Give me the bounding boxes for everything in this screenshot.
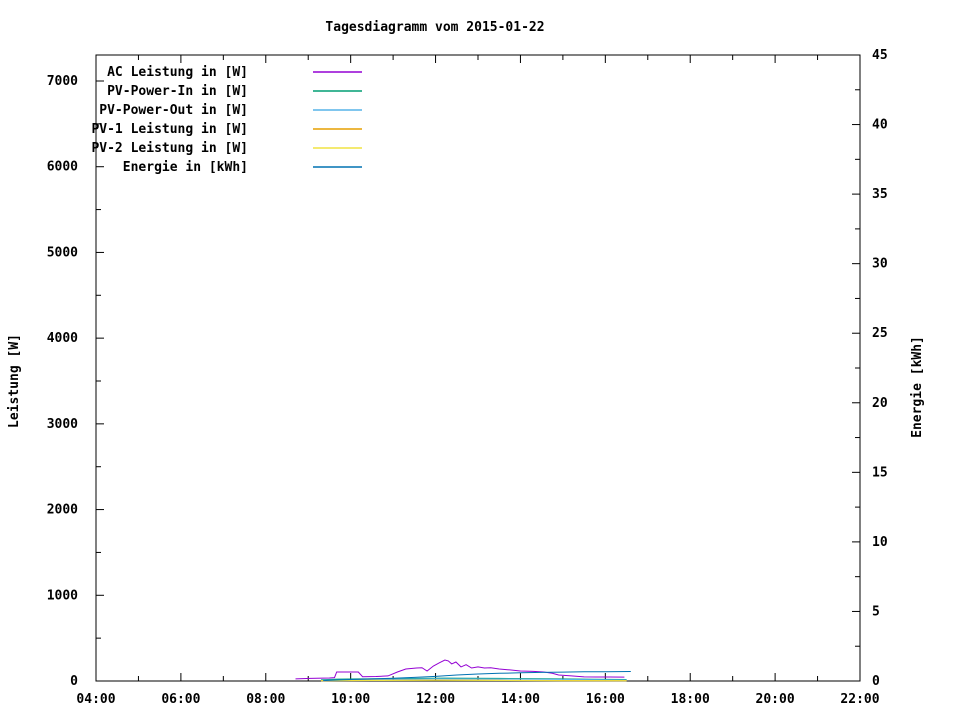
y-left-tick-label: 7000 [47, 74, 78, 89]
y-right-tick-label: 30 [872, 257, 888, 272]
y-right-tick-label: 40 [872, 118, 888, 133]
y-right-axis-ticks: 0 5 10 15 20 25 30 35 40 45 [852, 48, 888, 689]
x-tick-label: 10:00 [331, 692, 370, 707]
y-left-tick-label: 4000 [47, 331, 78, 346]
y-right-tick-label: 20 [872, 396, 888, 411]
legend-label: PV-1 Leistung in [W] [91, 122, 248, 137]
legend: AC Leistung in [W] PV-Power-In in [W] PV-P… [91, 65, 362, 175]
x-tick-label: 20:00 [756, 692, 795, 707]
x-tick-label: 16:00 [586, 692, 625, 707]
x-tick-label: 18:00 [671, 692, 710, 707]
legend-label: PV-2 Leistung in [W] [91, 141, 248, 156]
y-left-tick-label: 5000 [47, 245, 78, 260]
y-right-tick-label: 0 [872, 674, 880, 689]
y-left-tick-label: 1000 [47, 588, 78, 603]
data-series-lines [295, 659, 631, 682]
legend-label: PV-Power-In in [W] [107, 84, 248, 99]
y-left-tick-label: 0 [70, 674, 78, 689]
y-right-axis-label: Energie [kWh] [910, 336, 925, 438]
y-right-tick-label: 15 [872, 465, 888, 480]
legend-label: AC Leistung in [W] [107, 65, 248, 80]
legend-label: Energie in [kWh] [123, 160, 248, 175]
y-left-tick-label: 3000 [47, 417, 78, 432]
y-left-tick-label: 6000 [47, 160, 78, 175]
series-line-ac-leistung-in-w [295, 659, 625, 680]
y-left-tick-label: 2000 [47, 503, 78, 518]
x-tick-label: 06:00 [161, 692, 200, 707]
y-right-tick-label: 25 [872, 326, 888, 341]
y-left-axis-label: Leistung [W] [7, 334, 22, 428]
legend-label: PV-Power-Out in [W] [99, 103, 248, 118]
x-tick-label: 12:00 [416, 692, 455, 707]
y-right-tick-label: 35 [872, 187, 888, 202]
series-line-energie-in-kwh [323, 671, 631, 682]
x-tick-label: 14:00 [501, 692, 540, 707]
y-right-tick-label: 10 [872, 535, 888, 550]
x-tick-label: 04:00 [76, 692, 115, 707]
y-right-tick-label: 5 [872, 604, 880, 619]
chart-title: Tagesdiagramm vom 2015-01-22 [325, 20, 544, 35]
y-right-tick-label: 45 [872, 48, 888, 63]
x-tick-label: 08:00 [246, 692, 285, 707]
y-left-axis-ticks: 0 1000 2000 3000 4000 5000 6000 7000 [47, 74, 104, 689]
x-axis-ticks: 04:00 06:00 08:00 10:00 12:00 14:00 16:00 18:00… [76, 55, 880, 707]
x-tick-label: 22:00 [840, 692, 879, 707]
